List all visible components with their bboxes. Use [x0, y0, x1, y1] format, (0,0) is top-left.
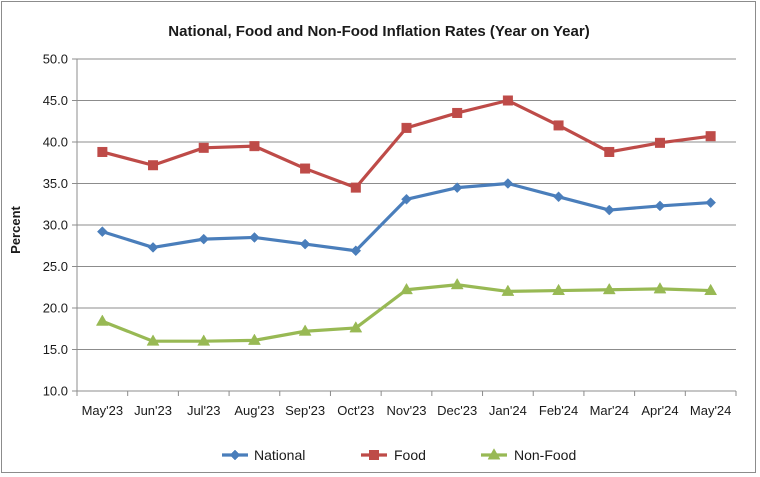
series-group — [95, 95, 718, 346]
national-point — [350, 245, 362, 257]
non-food-point — [501, 284, 515, 296]
y-axis-label: Percent — [8, 205, 23, 253]
x-tick-label: May'23 — [82, 403, 124, 418]
y-tick-label: 50.0 — [43, 52, 68, 67]
y-tick-label: 30.0 — [43, 218, 68, 233]
national-point — [654, 200, 666, 212]
non-food-point — [450, 277, 464, 290]
legend-swatch-marker — [369, 450, 379, 460]
legend-label: National — [254, 447, 305, 463]
non-food-point — [349, 321, 363, 333]
x-tick-label: Jun'23 — [134, 403, 172, 418]
y-tick-label: 45.0 — [43, 93, 68, 108]
y-tick-label: 25.0 — [43, 259, 68, 274]
non-food-point — [704, 283, 718, 296]
non-food-point — [400, 282, 413, 295]
national-point — [198, 233, 210, 245]
x-tick-label: Jul'23 — [187, 403, 221, 418]
x-tick-label: Jan'24 — [489, 403, 527, 418]
food-line — [100, 98, 713, 190]
series-national — [96, 178, 717, 257]
food-point — [249, 141, 260, 152]
food-point — [300, 163, 311, 174]
legend: National Food Non-Food — [222, 447, 576, 463]
food-point — [705, 131, 716, 142]
gridlines — [77, 58, 736, 350]
non-food-point — [552, 283, 566, 296]
y-tick-label: 20.0 — [43, 301, 68, 316]
legend-swatch-marker — [229, 449, 241, 461]
x-tick-label: Apr'24 — [641, 403, 678, 418]
x-tick-label: Oct'23 — [337, 403, 374, 418]
food-point — [148, 160, 159, 171]
non-food-point — [653, 282, 667, 294]
food-point — [553, 120, 564, 131]
x-tick-label: Nov'23 — [386, 403, 426, 418]
food-point — [97, 146, 108, 157]
national-point — [553, 191, 564, 203]
legend-item-food: Food — [361, 447, 426, 463]
chart-title: National, Food and Non-Food Inflation Ra… — [168, 23, 589, 40]
national-point — [502, 178, 514, 189]
y-tick-label: 35.0 — [43, 176, 68, 191]
y-tick-label: 10.0 — [43, 384, 68, 399]
non-food-point — [602, 282, 616, 295]
x-tick-label: Sep'23 — [285, 403, 325, 418]
legend-item-non-food: Non-Food — [481, 447, 576, 463]
national-point — [401, 193, 412, 205]
x-tick-labels: May'23 Jun'23 Jul'23 Aug'23 Sep'23 Oct'23 Nov'… — [82, 403, 732, 418]
non-food-point — [298, 324, 312, 336]
national-point — [451, 182, 463, 194]
x-tick-label: Aug'23 — [234, 403, 274, 418]
series-food — [97, 95, 716, 193]
food-point — [502, 95, 513, 106]
food-point — [198, 142, 209, 153]
legend-label: Non-Food — [514, 447, 576, 463]
national-point — [603, 204, 615, 216]
food-point — [401, 122, 412, 133]
non-food-point — [146, 334, 160, 346]
x-tick-label: May'24 — [690, 403, 732, 418]
non-food-point — [95, 314, 109, 326]
y-tick-labels: 10.0 15.0 20.0 25.0 30.0 35.0 40.0 45.0 50.0 — [43, 52, 68, 399]
series-non-food — [95, 277, 718, 346]
x-tick-label: Feb'24 — [539, 403, 578, 418]
legend-swatch-marker — [487, 448, 501, 460]
legend-item-national: National — [222, 447, 305, 463]
national-line — [100, 181, 713, 253]
national-point — [147, 242, 159, 253]
y-tick-label: 15.0 — [43, 342, 68, 357]
food-point — [654, 137, 665, 148]
food-point — [604, 146, 615, 157]
legend-label: Food — [394, 447, 426, 463]
non-food-point — [197, 334, 211, 346]
x-tick-label: Dec'23 — [437, 403, 477, 418]
national-point — [96, 226, 108, 237]
axes — [72, 58, 737, 396]
food-point — [350, 182, 361, 193]
national-point — [299, 238, 311, 250]
x-tick-label: Mar'24 — [590, 403, 629, 418]
national-point — [705, 197, 717, 208]
non-food-point — [247, 333, 261, 345]
food-point — [452, 107, 463, 118]
y-tick-label: 40.0 — [43, 135, 68, 150]
national-point — [249, 232, 260, 243]
